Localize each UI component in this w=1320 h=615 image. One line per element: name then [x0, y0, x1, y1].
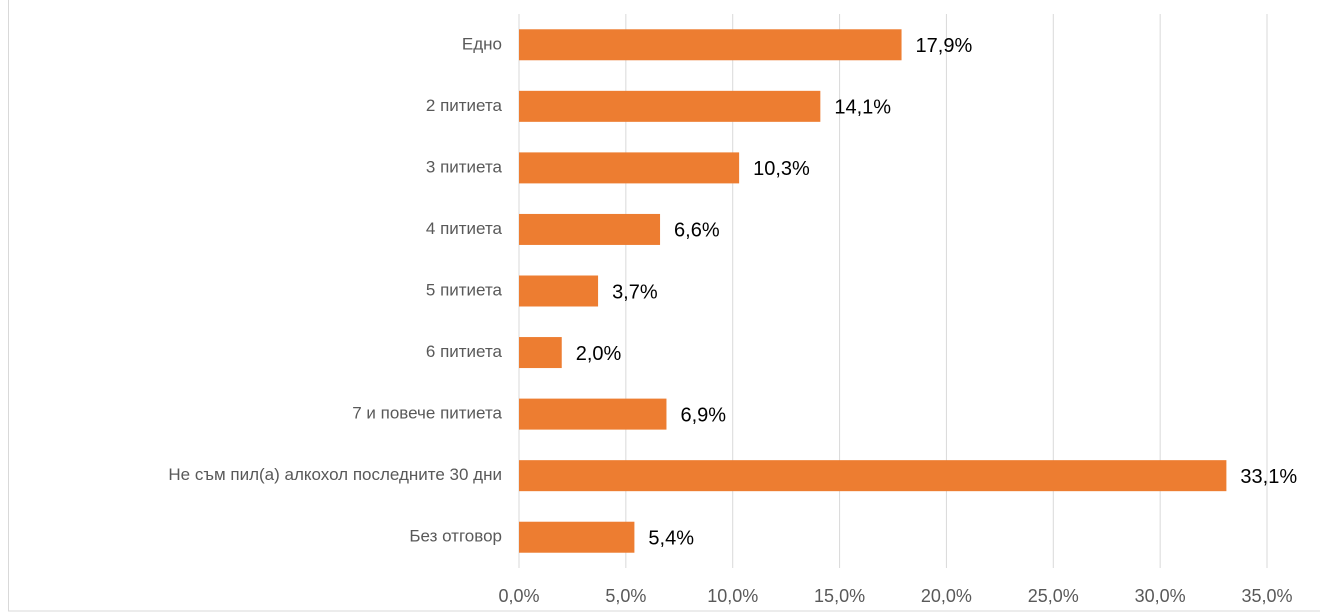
value-label: 6,9%: [680, 404, 726, 426]
x-tick-label: 25,0%: [1028, 586, 1079, 606]
value-label: 10,3%: [753, 158, 810, 180]
y-tick-label: Не съм пил(а) алкохол последните 30 дни: [168, 465, 502, 484]
bar: [519, 29, 902, 61]
value-label: 6,6%: [674, 220, 720, 242]
bar: [519, 337, 562, 369]
bar: [519, 398, 667, 430]
bar: [519, 275, 599, 307]
y-tick-label: 4 питиета: [426, 219, 503, 238]
bar: [519, 90, 821, 122]
x-tick-label: 0,0%: [498, 586, 539, 606]
x-tick-label: 30,0%: [1135, 586, 1186, 606]
y-tick-label: 5 питиета: [426, 280, 503, 299]
x-tick-label: 5,0%: [605, 586, 646, 606]
x-tick-label: 15,0%: [814, 586, 865, 606]
value-label: 3,7%: [612, 281, 658, 303]
y-tick-label: Без отговор: [409, 527, 502, 546]
value-label: 14,1%: [834, 97, 891, 119]
value-label: 2,0%: [576, 343, 622, 365]
chart-frame: [8, 0, 1320, 612]
bar: [519, 152, 740, 184]
bar: [519, 213, 661, 245]
x-tick-label: 10,0%: [707, 586, 758, 606]
value-label: 33,1%: [1240, 466, 1297, 488]
value-label: 17,9%: [916, 35, 973, 57]
x-tick-label: 20,0%: [921, 586, 972, 606]
bar: [519, 521, 635, 553]
y-tick-label: 3 питиета: [426, 157, 503, 176]
y-tick-label: 7 и повече питиета: [352, 404, 502, 423]
x-tick-label: 35,0%: [1241, 586, 1292, 606]
y-tick-label: 6 питиета: [426, 342, 503, 361]
value-label: 5,4%: [648, 528, 694, 550]
y-tick-label: Едно: [462, 34, 502, 53]
bar: [519, 460, 1227, 492]
y-tick-label: 2 питиета: [426, 96, 503, 115]
